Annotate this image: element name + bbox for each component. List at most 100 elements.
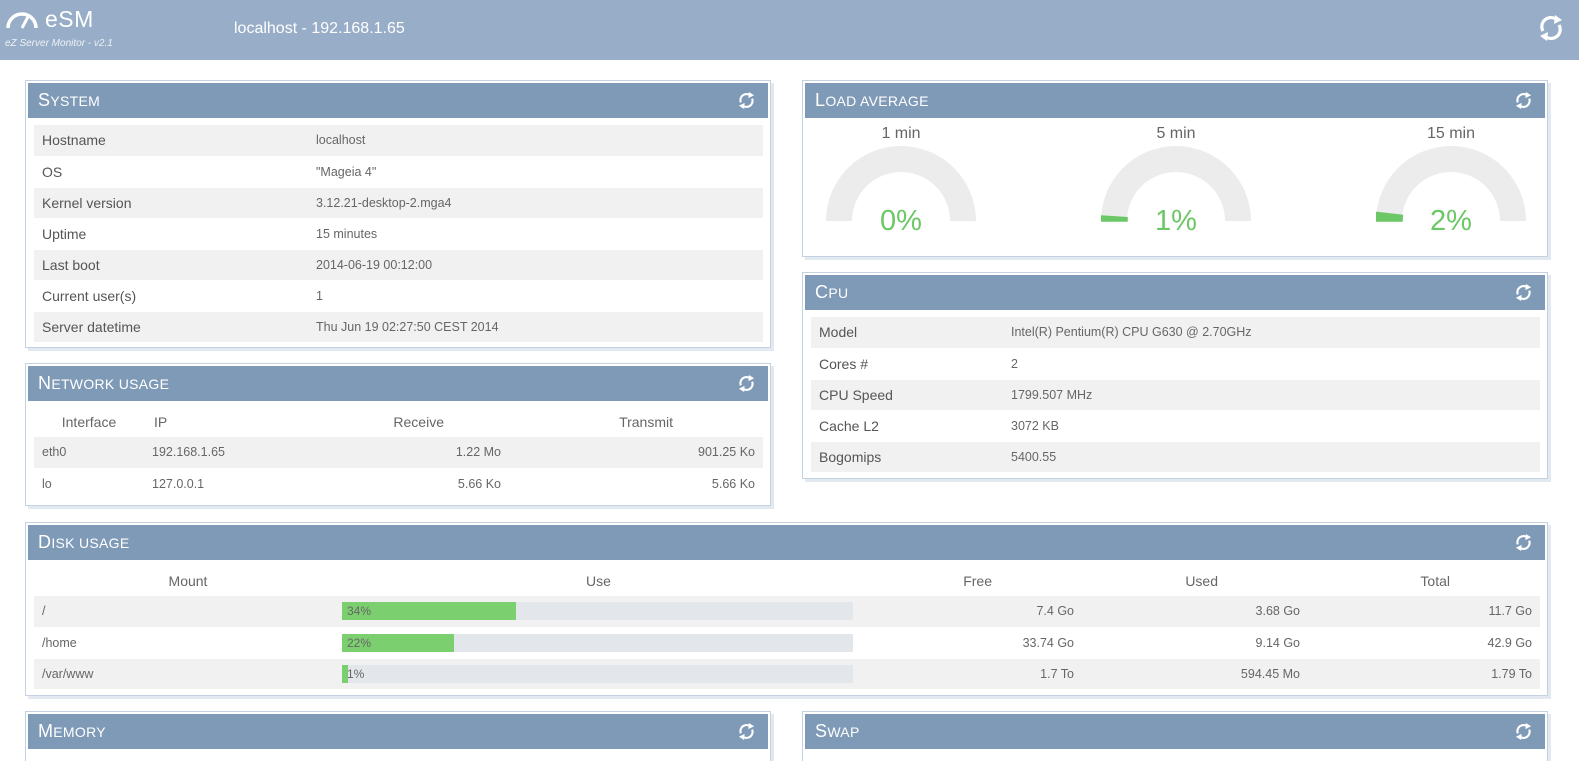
gauge-fill [1376,211,1404,222]
row-key: Bogomips [811,441,1011,473]
reload-icon[interactable] [1514,91,1533,110]
gauge-value: 1% [1155,205,1197,237]
table-row: Last boot 2014-06-19 00:12:00 [34,249,763,281]
cell-use: 34% [342,596,855,628]
reload-icon[interactable] [737,722,756,741]
table-row: Cores #2 [811,348,1540,380]
cell-free: 1.7 To [855,658,1082,690]
disk-panel: DISK USAGE Mount Use Free Used Total / 34… [25,522,1548,696]
gauge-arc [826,146,976,221]
cell-use: 1% [342,658,855,690]
reload-icon[interactable] [1514,283,1533,302]
row-value: "Mageia 4" [316,156,763,188]
col-receive: Receive [393,413,444,430]
table-row: /home 22% 33.74 Go 9.14 Go 42.9 Go [34,627,1540,659]
memory-panel: MEMORY [25,711,771,761]
app-name: eSM [45,6,94,32]
row-value: 1 [316,280,763,312]
reload-icon[interactable] [737,91,756,110]
cell-used: 3.68 Go [1082,596,1308,628]
row-value: 5400.55 [1011,441,1540,473]
gauge-track [1376,146,1526,221]
gauge-fill [1101,215,1128,222]
row-key: Hostname [34,125,316,157]
usage-bar: 34% [342,602,853,621]
panel-title: CPU [815,282,849,302]
reload-icon[interactable] [737,374,756,393]
cell-mount: /var/www [34,658,342,690]
cell-used: 594.45 Mo [1082,658,1308,690]
usage-percent: 1% [347,666,365,681]
row-key: CPU Speed [811,379,1011,411]
cpu-table: Model Intel(R) Pentium(R) CPU G630 @ 2.70… [811,317,1540,473]
gauge-value: 0% [880,205,922,237]
usage-bar-fill [342,664,349,683]
speedometer-icon [6,12,38,29]
swap-panel: SWAP [802,711,1548,761]
row-value: 1799.507 MHz [1011,379,1540,411]
cell-mount: / [34,596,342,628]
system-table: Hostname localhost OS "Mageia 4" Kernel vers… [34,125,763,343]
reload-icon[interactable] [1514,533,1533,552]
load-gauge: 5 min 1% [1096,125,1256,245]
table-row: / 34% 7.4 Go 3.68 Go 11.7 Go [34,596,1540,628]
load-gauge: 1 min 0% [821,125,981,245]
reload-icon[interactable] [1514,722,1533,741]
row-value: Thu Jun 19 02:27:50 CEST 2014 [316,311,763,343]
cell-mount: /home [34,627,342,659]
disk-table: Mount Use Free Used Total / 34% 7.4 Go 3.68… [34,565,1540,690]
load-average-panel: LOAD AVERAGE 1 min 0% 5 min 1% 15 min 2% [802,80,1548,257]
gauge-track [826,146,976,221]
panel-title: DISK USAGE [38,532,130,552]
row-value: 2 [1011,348,1540,380]
cell-free: 7.4 Go [855,596,1082,628]
cpu-panel: CPU Model Intel(R) Pentium(R) CPU G630 @ … [802,272,1548,479]
row-value: 3072 KB [1011,410,1540,442]
col-total: Total [1420,572,1450,589]
network-panel-header: NETWORK USAGE [28,366,768,401]
gauge-label: 5 min [1156,125,1196,142]
row-value: Intel(R) Pentium(R) CPU G630 @ 2.70GHz [1011,317,1540,349]
cell-interface: eth0 [34,437,144,469]
row-key: Current user(s) [34,280,316,312]
row-value: localhost [316,125,763,157]
col-mount: Mount [168,572,208,589]
swap-panel-header: SWAP [805,714,1545,749]
table-row: Uptime 15 minutes [34,218,763,250]
cell-total: 11.7 Go [1308,596,1540,628]
panel-title: NETWORK USAGE [38,373,170,393]
table-row: Cache L2 3072 KB [811,410,1540,442]
gauge-value: 2% [1430,205,1472,237]
row-key: Cache L2 [811,410,1011,442]
network-table: Interface IP Receive Transmit eth0 192.16… [34,406,763,500]
cell-use: 22% [342,627,855,659]
row-value: 3.12.21-desktop-2.mga4 [316,187,763,219]
col-interface: Interface [61,413,117,430]
row-key: Server datetime [34,311,316,343]
load-panel-header: LOAD AVERAGE [805,83,1545,118]
panel-title: LOAD AVERAGE [815,90,929,110]
table-row: /var/www 1% 1.7 To 594.45 Mo 1.79 To [34,658,1540,690]
cell-transmit: 5.66 Ko [509,468,763,500]
panel-title: SYSTEM [38,90,101,110]
top-header: eSM eZ Server Monitor - v2.1 localhost -… [0,0,1579,60]
col-free: Free [963,572,992,589]
table-row: eth0 192.168.1.65 1.22 Mo 901.25 Ko [34,437,763,469]
memory-panel-header: MEMORY [28,714,768,749]
usage-bar-fill [342,602,516,621]
cell-receive: 5.66 Ko [289,468,509,500]
cell-receive: 1.22 Mo [289,437,509,469]
system-panel: SYSTEM Hostname localhost OS "Mageia 4" Kern… [25,80,771,348]
row-key: Uptime [34,218,316,250]
network-panel: NETWORK USAGE Interface IP Receive Trans… [25,363,771,506]
disk-panel-header: DISK USAGE [28,525,1545,560]
usage-percent: 34% [347,604,372,619]
table-row: OS "Mageia 4" [34,156,763,188]
app-subtitle: eZ Server Monitor - v2.1 [5,38,113,49]
reload-all-icon[interactable] [1537,14,1565,42]
cell-total: 1.79 To [1308,658,1540,690]
table-row: lo 127.0.0.1 5.66 Ko 5.66 Ko [34,468,763,500]
cell-interface: lo [34,468,144,500]
col-ip: IP [154,413,168,430]
table-row: Hostname localhost [34,125,763,157]
